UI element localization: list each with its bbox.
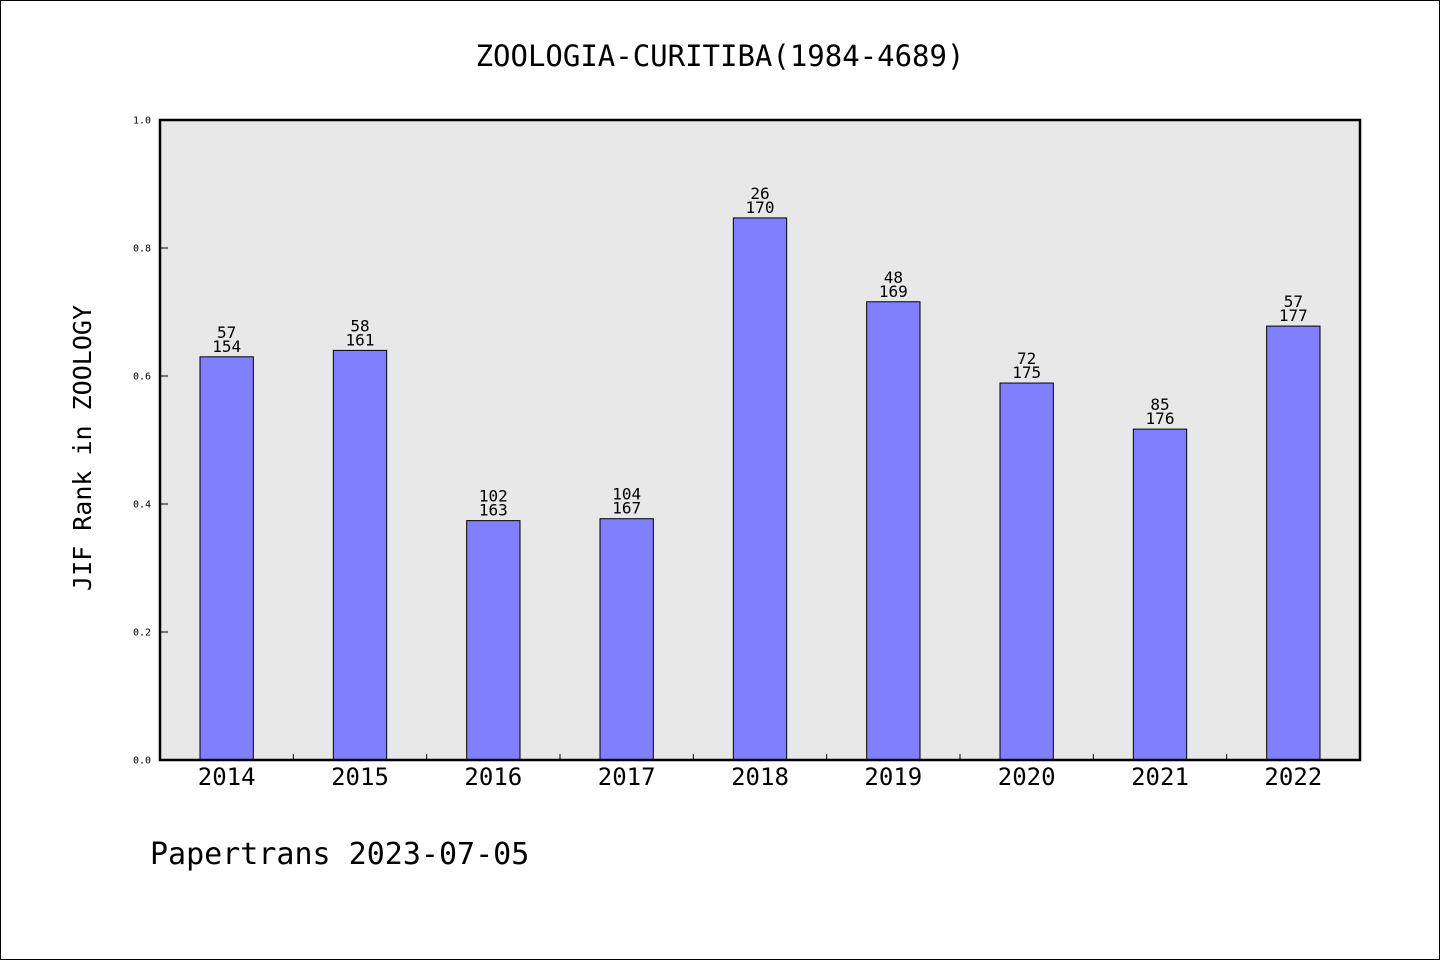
y-tick-label-0.4: 0.4 (133, 500, 151, 511)
bar-rank-label-2015: 58 (350, 316, 369, 335)
bar-rank-label-2019: 48 (884, 268, 903, 287)
footer-stamp: Papertrans 2023-07-05 (150, 837, 529, 872)
bar-rank-label-2017: 104 (612, 485, 641, 504)
x-tick-label-2015: 2015 (331, 763, 389, 791)
bar-rank-label-2021: 85 (1150, 395, 1169, 414)
bar-total-label-2018: 170 (746, 198, 775, 217)
x-tick-label-2020: 2020 (998, 763, 1056, 791)
x-tick-label-2018: 2018 (731, 763, 789, 791)
y-tick-label-0.6: 0.6 (133, 372, 151, 383)
bar-total-label-2015: 161 (346, 330, 375, 349)
x-tick-label-2019: 2019 (864, 763, 922, 791)
bar-total-label-2020: 175 (1012, 363, 1041, 382)
y-tick-label-0.0: 0.0 (133, 756, 151, 767)
bar-2018 (732, 217, 788, 761)
bar-total-label-2019: 169 (879, 282, 908, 301)
bar-2016 (466, 520, 521, 761)
bar-rank-label-2018: 26 (750, 184, 769, 203)
x-tick-label-2021: 2021 (1131, 763, 1189, 791)
bar-total-label-2016: 163 (479, 501, 508, 520)
x-tick-label-2016: 2016 (464, 763, 522, 791)
y-tick-label-0.2: 0.2 (133, 628, 151, 639)
x-axis: 2014 2015 2016 2017 2018 2019 2020 2021 2022 (198, 754, 1322, 791)
x-tick-label-2014: 2014 (198, 763, 256, 791)
bar-2014 (199, 356, 254, 761)
bar-2020 (999, 382, 1054, 761)
bar-total-label-2022: 177 (1279, 306, 1308, 325)
y-tick-label-1.0: 1.0 (133, 116, 151, 127)
bars-group (199, 217, 1321, 761)
bar-2022 (1266, 325, 1321, 761)
bar-rank-label-2022: 57 (1284, 292, 1303, 311)
bar-total-label-2017: 167 (612, 499, 641, 518)
x-tick-label-2022: 2022 (1264, 763, 1322, 791)
bar-total-label-2014: 154 (212, 337, 241, 356)
bar-labels-group: 5715458161102163104167261704816972175851… (212, 184, 1308, 520)
y-axis-label: JIF Rank in ZOOLOGY (68, 305, 97, 591)
bar-2017 (599, 518, 654, 761)
bar-2021 (1132, 428, 1188, 761)
chart-title: ZOOLOGIA-CURITIBA(1984-4689) (476, 39, 965, 73)
bar-total-label-2021: 176 (1146, 409, 1175, 428)
bar-rank-label-2014: 57 (217, 323, 236, 342)
x-tick-label-2017: 2017 (598, 763, 656, 791)
bar-rank-label-2016: 102 (479, 487, 508, 506)
plot-frame (158, 118, 1362, 762)
bar-2019 (866, 301, 921, 761)
bar-rank-label-2020: 72 (1017, 349, 1036, 368)
y-tick-label-0.8: 0.8 (133, 244, 151, 255)
bar-2015 (332, 349, 388, 761)
